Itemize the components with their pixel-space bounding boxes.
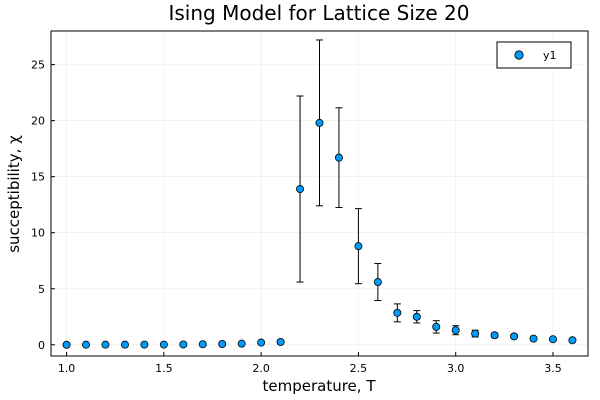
data-points (62, 118, 577, 349)
data-point (257, 338, 266, 347)
y-tick-label: 5 (38, 283, 45, 296)
y-tick-label: 15 (31, 171, 45, 184)
error-bars (160, 39, 576, 346)
x-tick-label: 3.0 (447, 362, 465, 375)
plot-frame (50, 30, 589, 357)
data-point (568, 336, 577, 345)
y-tick-label: 25 (31, 59, 45, 72)
data-point (101, 340, 110, 349)
data-point (198, 340, 207, 349)
x-axis-ticks: 1.0 1.5 2.0 2.5 3.0 3.5 (58, 352, 562, 375)
x-axis-label: temperature, T (263, 377, 377, 395)
data-point (373, 278, 382, 287)
data-point (62, 340, 71, 349)
y-tick-label: 10 (31, 227, 45, 240)
data-point (315, 118, 324, 127)
y-axis-ticks: 0 5 10 15 20 25 (31, 59, 55, 352)
y-tick-label: 0 (38, 339, 45, 352)
x-tick-label: 1.5 (155, 362, 173, 375)
data-point (140, 340, 149, 349)
chart-title: Ising Model for Lattice Size 20 (168, 1, 469, 25)
y-axis-label: succeptibility, χ (5, 135, 23, 253)
data-point (510, 332, 519, 341)
legend-label-y1: y1 (543, 49, 557, 62)
y-tick-label: 20 (31, 115, 45, 128)
legend-box (496, 41, 572, 69)
legend: y1 (496, 41, 572, 69)
data-point (354, 242, 363, 251)
data-point (218, 340, 227, 349)
legend-marker (514, 50, 524, 60)
data-point (82, 340, 91, 349)
x-tick-label: 3.5 (544, 362, 562, 375)
data-point (296, 185, 305, 194)
data-point (159, 340, 168, 349)
data-point (548, 335, 557, 344)
data-point (334, 153, 343, 162)
data-point (237, 339, 246, 348)
data-point (490, 331, 499, 340)
x-tick-label: 2.5 (350, 362, 368, 375)
data-point (393, 308, 402, 317)
data-point (529, 334, 538, 343)
data-point (276, 337, 285, 346)
x-tick-label: 1.0 (58, 362, 76, 375)
data-point (179, 340, 188, 349)
x-tick-label: 2.0 (252, 362, 270, 375)
data-point (120, 340, 129, 349)
data-point (432, 322, 441, 331)
data-point (451, 326, 460, 335)
data-point (412, 312, 421, 321)
data-point (471, 329, 480, 338)
